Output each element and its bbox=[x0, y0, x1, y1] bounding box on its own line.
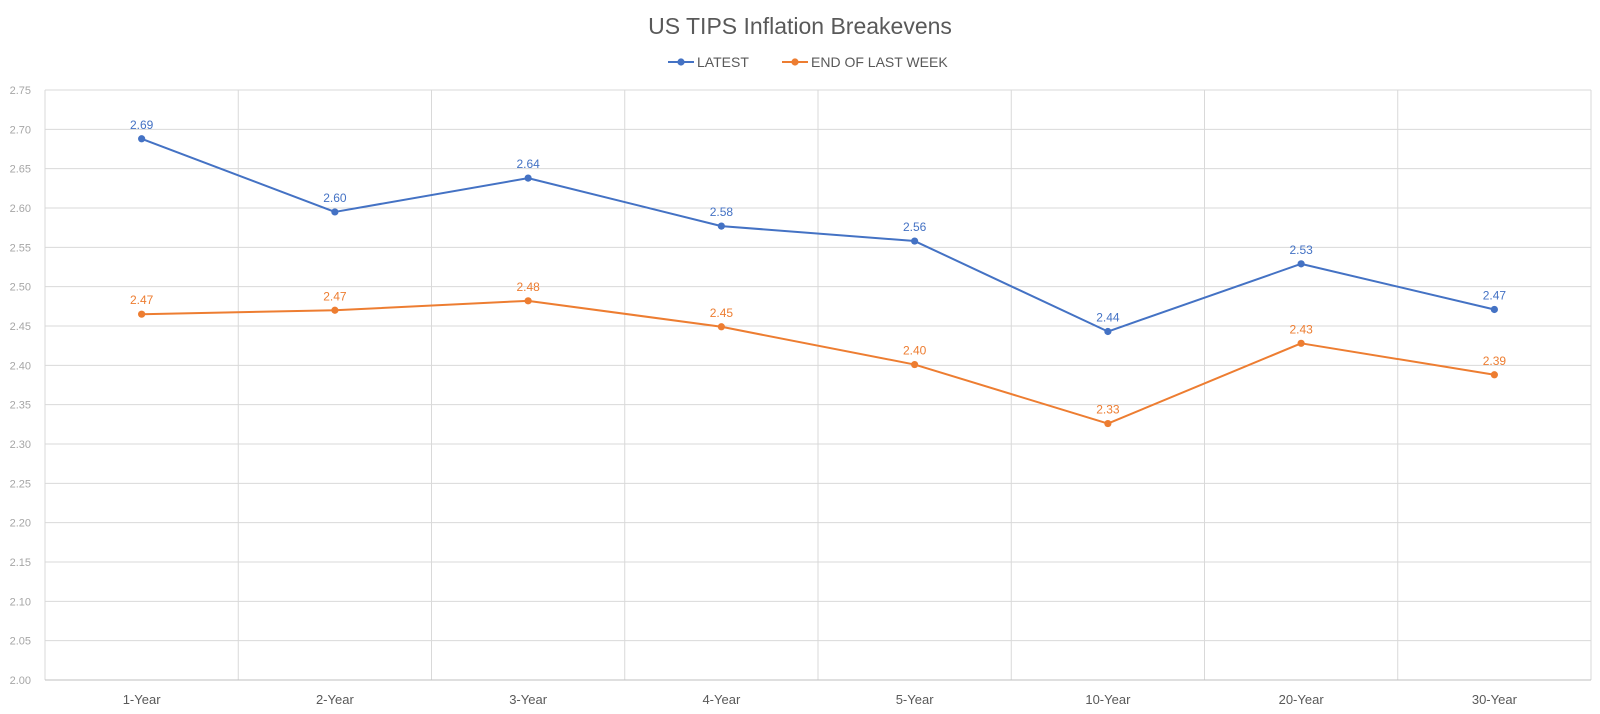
data-label: 2.58 bbox=[710, 205, 734, 219]
x-tick-label: 4-Year bbox=[702, 692, 740, 707]
x-tick-label: 1-Year bbox=[123, 692, 161, 707]
data-label: 2.64 bbox=[516, 157, 540, 171]
y-tick-label: 2.55 bbox=[10, 242, 31, 254]
series-line-0 bbox=[141, 137, 1495, 333]
data-label: 2.40 bbox=[903, 344, 927, 358]
data-label: 2.53 bbox=[1289, 243, 1313, 257]
legend-marker-0 bbox=[677, 58, 685, 66]
y-tick-label: 2.65 bbox=[10, 164, 31, 176]
y-tick-label: 2.50 bbox=[10, 282, 31, 294]
legend-marker-1 bbox=[791, 58, 799, 66]
series-layer bbox=[138, 135, 1498, 428]
x-axis: 1-Year 2-Year 3-Year 4-Year 5-Year 10-Year 20-… bbox=[45, 679, 1591, 707]
y-tick-label: 2.40 bbox=[10, 360, 31, 372]
data-label: 2.48 bbox=[516, 280, 540, 294]
data-point bbox=[524, 174, 532, 182]
data-labels: 2.69 2.60 2.64 2.58 2.56 2.44 2.53 2.47 2.47 2.47… bbox=[130, 118, 1506, 417]
legend-label: LATEST bbox=[697, 54, 749, 70]
y-tick-label: 2.00 bbox=[10, 675, 31, 687]
data-label: 2.47 bbox=[323, 289, 347, 303]
x-tick-label: 2-Year bbox=[316, 692, 354, 707]
data-point bbox=[331, 208, 339, 216]
data-point bbox=[717, 222, 725, 230]
data-label: 2.56 bbox=[903, 220, 927, 234]
data-label: 2.33 bbox=[1096, 403, 1120, 417]
y-tick-label: 2.10 bbox=[10, 596, 31, 608]
data-point bbox=[1297, 260, 1305, 268]
data-point bbox=[331, 306, 339, 314]
data-label: 2.47 bbox=[130, 293, 154, 307]
y-tick-label: 2.60 bbox=[10, 203, 31, 215]
y-axis: 2.00 2.05 2.10 2.15 2.20 2.25 2.30 2.35 2.40 2.45… bbox=[10, 85, 31, 687]
data-label: 2.43 bbox=[1289, 322, 1313, 336]
data-point bbox=[138, 310, 146, 318]
data-point bbox=[524, 297, 532, 305]
data-label: 2.47 bbox=[1483, 288, 1507, 302]
grid-lines bbox=[44, 89, 1592, 681]
series-line-1 bbox=[141, 299, 1495, 425]
y-tick-label: 2.05 bbox=[10, 636, 31, 648]
data-label: 2.44 bbox=[1096, 311, 1120, 325]
y-tick-label: 2.20 bbox=[10, 518, 31, 530]
legend-label: END OF LAST WEEK bbox=[811, 54, 948, 70]
chart-title: US TIPS Inflation Breakevens bbox=[648, 13, 952, 39]
x-tick-label: 10-Year bbox=[1085, 692, 1131, 707]
data-point bbox=[1490, 371, 1498, 379]
data-label: 2.69 bbox=[130, 118, 154, 132]
data-point bbox=[911, 360, 919, 369]
y-tick-label: 2.35 bbox=[10, 400, 31, 412]
data-point bbox=[911, 237, 919, 245]
y-tick-label: 2.15 bbox=[10, 557, 31, 569]
x-tick-label: 3-Year bbox=[509, 692, 547, 707]
data-point bbox=[1490, 305, 1498, 314]
data-label: 2.39 bbox=[1483, 354, 1507, 368]
data-point bbox=[138, 135, 146, 143]
data-point bbox=[717, 323, 725, 331]
y-tick-label: 2.30 bbox=[10, 439, 31, 451]
x-tick-label: 20-Year bbox=[1279, 692, 1325, 707]
y-tick-label: 2.45 bbox=[10, 321, 31, 333]
y-tick-label: 2.75 bbox=[10, 85, 31, 97]
legend: LATEST END OF LAST WEEK bbox=[668, 54, 948, 70]
data-point bbox=[1297, 339, 1305, 347]
y-tick-label: 2.70 bbox=[10, 124, 31, 136]
data-label: 2.60 bbox=[323, 191, 347, 205]
data-point bbox=[1104, 419, 1112, 428]
y-tick-label: 2.25 bbox=[10, 478, 31, 490]
x-tick-label: 5-Year bbox=[896, 692, 934, 707]
x-tick-label: 30-Year bbox=[1472, 692, 1518, 707]
data-label: 2.45 bbox=[710, 306, 734, 320]
data-point bbox=[1104, 327, 1112, 336]
